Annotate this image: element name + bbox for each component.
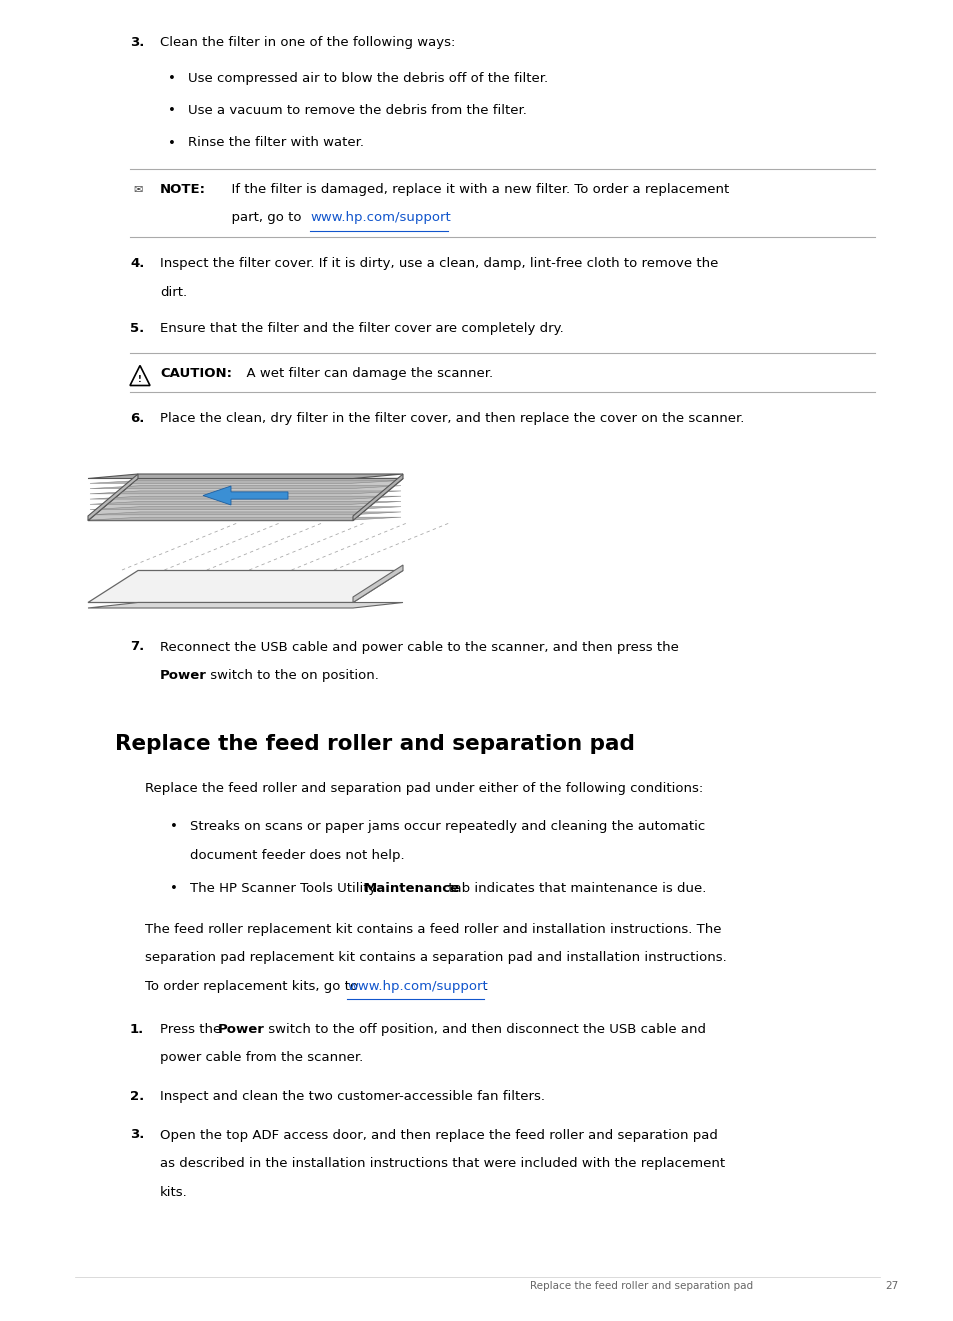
Text: Streaks on scans or paper jams occur repeatedly and cleaning the automatic: Streaks on scans or paper jams occur rep…	[190, 820, 704, 834]
Text: power cable from the scanner.: power cable from the scanner.	[160, 1052, 363, 1065]
Text: Replace the feed roller and separation pad: Replace the feed roller and separation p…	[530, 1281, 752, 1291]
Polygon shape	[90, 491, 400, 494]
Text: document feeder does not help.: document feeder does not help.	[190, 848, 404, 861]
Text: .: .	[483, 979, 488, 992]
Polygon shape	[90, 513, 400, 515]
Text: Maintenance: Maintenance	[364, 882, 459, 896]
Polygon shape	[88, 478, 402, 520]
Text: •: •	[168, 71, 175, 85]
Polygon shape	[90, 502, 400, 505]
Text: 4.: 4.	[130, 258, 144, 269]
Text: www.hp.com/support: www.hp.com/support	[310, 211, 450, 225]
Text: Inspect and clean the two customer-accessible fan filters.: Inspect and clean the two customer-acces…	[160, 1090, 544, 1103]
Polygon shape	[88, 571, 402, 602]
Text: Power: Power	[160, 668, 207, 682]
Text: 1.: 1.	[130, 1022, 144, 1036]
Text: Place the clean, dry filter in the filter cover, and then replace the cover on t: Place the clean, dry filter in the filte…	[160, 412, 743, 425]
Text: 5.: 5.	[130, 322, 144, 336]
Text: To order replacement kits, go to: To order replacement kits, go to	[145, 979, 362, 992]
Text: NOTE:: NOTE:	[160, 184, 206, 196]
Text: Open the top ADF access door, and then replace the feed roller and separation pa: Open the top ADF access door, and then r…	[160, 1128, 717, 1141]
Text: 6.: 6.	[130, 412, 144, 425]
Text: •: •	[170, 820, 177, 834]
Text: •: •	[168, 104, 175, 118]
Polygon shape	[88, 474, 138, 520]
Text: Inspect the filter cover. If it is dirty, use a clean, damp, lint-free cloth to : Inspect the filter cover. If it is dirty…	[160, 258, 718, 269]
Polygon shape	[353, 474, 402, 520]
Text: 27: 27	[884, 1281, 898, 1291]
Text: Replace the feed roller and separation pad: Replace the feed roller and separation p…	[115, 733, 634, 753]
Polygon shape	[90, 486, 400, 489]
Text: 2.: 2.	[130, 1090, 144, 1103]
Text: switch to the on position.: switch to the on position.	[206, 668, 378, 682]
Text: •: •	[168, 136, 175, 149]
Text: !: !	[138, 374, 142, 383]
Polygon shape	[90, 497, 400, 499]
Text: Power: Power	[218, 1022, 265, 1036]
Text: as described in the installation instructions that were included with the replac: as described in the installation instruc…	[160, 1157, 724, 1170]
Polygon shape	[88, 474, 402, 478]
Text: dirt.: dirt.	[160, 285, 187, 299]
Text: A wet filter can damage the scanner.: A wet filter can damage the scanner.	[237, 366, 493, 379]
Text: ✉: ✉	[132, 185, 142, 196]
Text: CAUTION:: CAUTION:	[160, 366, 232, 379]
Polygon shape	[90, 518, 400, 520]
Text: 7.: 7.	[130, 641, 144, 654]
Text: If the filter is damaged, replace it with a new filter. To order a replacement: If the filter is damaged, replace it wit…	[223, 184, 728, 196]
Text: separation pad replacement kit contains a separation pad and installation instru: separation pad replacement kit contains …	[145, 951, 726, 964]
Text: 3.: 3.	[130, 36, 144, 49]
Text: www.hp.com/support: www.hp.com/support	[347, 979, 487, 992]
Text: The feed roller replacement kit contains a feed roller and installation instruct: The feed roller replacement kit contains…	[145, 922, 720, 935]
Polygon shape	[90, 481, 400, 483]
Text: Use a vacuum to remove the debris from the filter.: Use a vacuum to remove the debris from t…	[188, 104, 526, 118]
Text: Replace the feed roller and separation pad under either of the following conditi: Replace the feed roller and separation p…	[145, 782, 702, 794]
Text: Reconnect the USB cable and power cable to the scanner, and then press the: Reconnect the USB cable and power cable …	[160, 641, 679, 654]
Text: Clean the filter in one of the following ways:: Clean the filter in one of the following…	[160, 36, 455, 49]
Polygon shape	[88, 602, 402, 608]
Polygon shape	[353, 565, 402, 602]
Text: Press the: Press the	[160, 1022, 225, 1036]
Text: switch to the off position, and then disconnect the USB cable and: switch to the off position, and then dis…	[264, 1022, 705, 1036]
Text: part, go to: part, go to	[223, 211, 305, 225]
Polygon shape	[90, 507, 400, 510]
Text: The HP Scanner Tools Utility: The HP Scanner Tools Utility	[190, 882, 380, 896]
Text: 3.: 3.	[130, 1128, 144, 1141]
Text: kits.: kits.	[160, 1185, 188, 1198]
Text: Ensure that the filter and the filter cover are completely dry.: Ensure that the filter and the filter co…	[160, 322, 563, 336]
Text: tab indicates that maintenance is due.: tab indicates that maintenance is due.	[443, 882, 705, 896]
Polygon shape	[203, 486, 288, 505]
Text: Rinse the filter with water.: Rinse the filter with water.	[188, 136, 364, 149]
Text: Use compressed air to blow the debris off of the filter.: Use compressed air to blow the debris of…	[188, 71, 548, 85]
Text: •: •	[170, 882, 177, 896]
